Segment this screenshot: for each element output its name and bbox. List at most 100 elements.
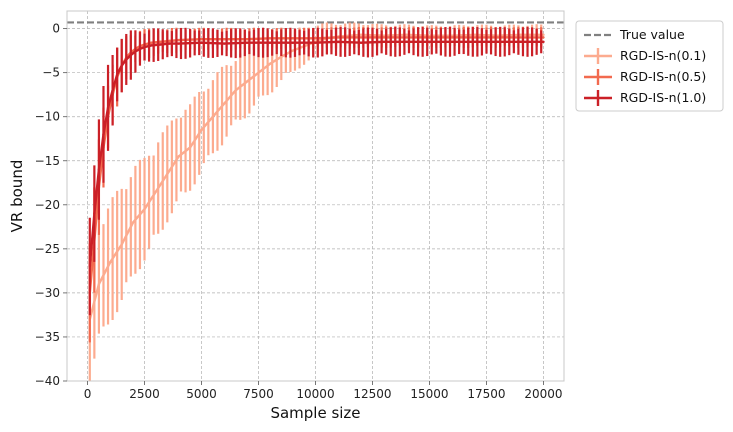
x-tick-label-6: 15000 <box>410 387 448 401</box>
point-s1-15 <box>168 39 171 43</box>
point-s2-25 <box>382 40 386 44</box>
point-s1-29 <box>473 36 477 39</box>
y-tick-label-8: 0 <box>52 22 60 36</box>
point-s1-19 <box>245 37 249 41</box>
point-s1-32 <box>542 36 545 39</box>
point-s0-15 <box>257 71 260 74</box>
point-s0-9 <box>188 146 192 149</box>
point-s1-23 <box>337 36 340 39</box>
point-s2-2 <box>97 168 101 171</box>
point-s2-20 <box>268 41 272 44</box>
x-tick-label-2: 5000 <box>186 387 217 401</box>
legend-label-series-2: RGD-IS-n(1.0) <box>620 90 706 105</box>
point-s2-23 <box>337 40 340 44</box>
point-s2-11 <box>138 47 142 51</box>
point-s2-7 <box>120 64 123 67</box>
legend-entry-series-2: RGD-IS-n(1.0) <box>584 90 706 106</box>
y-tick-label-1: −35 <box>35 330 60 344</box>
point-s1-16 <box>177 38 180 42</box>
point-s0-3 <box>120 243 123 246</box>
point-s0-29 <box>473 33 477 36</box>
point-s1-18 <box>223 37 226 41</box>
legend-box <box>575 20 724 112</box>
x-tick-label-1: 2500 <box>129 387 160 401</box>
series-layer <box>88 22 545 381</box>
y-tick-label-2: −30 <box>35 286 60 300</box>
x-tick-label-5: 12500 <box>353 387 391 401</box>
point-s2-32 <box>542 40 545 44</box>
point-s2-6 <box>115 73 119 76</box>
point-s2-17 <box>200 41 203 44</box>
point-s1-24 <box>359 36 363 39</box>
point-s2-9 <box>129 53 133 57</box>
point-s2-8 <box>125 58 128 61</box>
point-s0-16 <box>268 62 272 66</box>
y-tick-label-3: −25 <box>35 242 60 256</box>
point-s1-17 <box>200 37 203 41</box>
point-s1-28 <box>451 36 454 39</box>
point-s0-31 <box>519 33 522 36</box>
y-tick-label-6: −10 <box>35 110 60 124</box>
point-s0-32 <box>542 33 545 36</box>
point-s1-25 <box>382 36 386 39</box>
x-axis-ticks: 0 2500 5000 7500 10000 12500 15000 17500 20000 <box>84 381 563 401</box>
point-s2-15 <box>168 42 171 45</box>
point-s0-26 <box>405 33 408 36</box>
point-s2-21 <box>291 41 294 44</box>
point-s0-24 <box>359 33 363 36</box>
x-tick-label-4: 10000 <box>296 387 334 401</box>
point-s2-29 <box>473 40 477 44</box>
point-s0-11 <box>211 115 215 118</box>
point-s2-18 <box>223 42 226 45</box>
x-tick-label-7: 17500 <box>467 387 505 401</box>
point-s1-22 <box>314 37 317 40</box>
point-s1-21 <box>291 37 294 40</box>
x-axis-title: Sample size <box>270 404 360 422</box>
point-s2-24 <box>359 41 363 44</box>
point-s1-26 <box>405 36 408 39</box>
y-axis-ticks: −40 −35 −30 −25 −20 −15 −10 −5 0 <box>35 22 67 388</box>
point-s0-13 <box>234 89 237 92</box>
point-s0-5 <box>143 208 146 211</box>
point-s2-5 <box>111 89 114 92</box>
point-s2-1 <box>93 212 96 215</box>
point-s2-19 <box>245 41 249 44</box>
point-s0-12 <box>223 102 226 105</box>
y-tick-label-4: −20 <box>35 198 60 212</box>
point-s0-18 <box>291 49 294 52</box>
point-s2-3 <box>102 133 105 136</box>
x-tick-label-3: 7500 <box>243 387 274 401</box>
series-2 <box>88 26 545 316</box>
point-s2-28 <box>451 40 454 44</box>
point-s2-26 <box>405 40 408 44</box>
legend-label-series-1: RGD-IS-n(0.5) <box>620 69 706 84</box>
series-2-errorbars <box>88 26 543 316</box>
x-tick-label-8: 20000 <box>524 387 562 401</box>
point-s1-20 <box>268 37 272 40</box>
legend-entry-series-1: RGD-IS-n(0.5) <box>584 69 706 85</box>
point-s0-1 <box>97 282 101 286</box>
point-s1-31 <box>519 36 522 39</box>
point-s2-31 <box>519 40 522 44</box>
point-s0-7 <box>166 172 169 176</box>
point-s2-30 <box>496 40 500 44</box>
plot-area <box>66 10 565 382</box>
point-s0-10 <box>200 128 203 132</box>
point-s2-14 <box>159 43 162 46</box>
legend-entry-series-0: RGD-IS-n(0.1) <box>584 48 706 64</box>
x-tick-label-0: 0 <box>84 387 92 401</box>
y-axis-title: VR bound <box>8 160 26 233</box>
point-s1-30 <box>496 36 500 39</box>
point-s2-4 <box>106 106 110 110</box>
point-s0-2 <box>109 260 112 264</box>
point-s2-13 <box>150 44 153 47</box>
y-tick-label-0: −40 <box>35 374 60 388</box>
point-s1-14 <box>159 40 162 44</box>
point-s2-22 <box>314 41 317 44</box>
point-s1-27 <box>428 36 431 39</box>
y-tick-label-5: −15 <box>35 154 60 168</box>
point-s0-4 <box>131 221 135 224</box>
point-s2-10 <box>134 50 137 53</box>
legend-label-true-value: True value <box>619 27 685 42</box>
